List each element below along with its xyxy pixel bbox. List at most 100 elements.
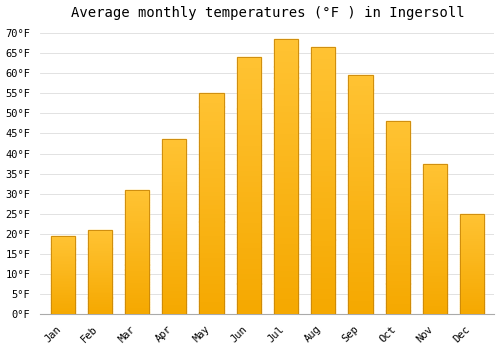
Bar <box>200 288 224 292</box>
Bar <box>125 205 149 207</box>
Bar <box>162 262 186 265</box>
Bar <box>236 242 261 247</box>
Bar <box>423 312 447 314</box>
Bar <box>162 255 186 258</box>
Bar <box>311 197 336 202</box>
Bar <box>386 268 410 272</box>
Bar <box>200 177 224 182</box>
Bar <box>236 211 261 217</box>
Bar <box>423 272 447 275</box>
Bar <box>386 230 410 233</box>
Bar <box>311 148 336 154</box>
Bar <box>88 279 112 281</box>
Bar <box>200 301 224 306</box>
Bar <box>386 160 410 164</box>
Bar <box>88 255 112 257</box>
Bar <box>88 282 112 284</box>
Bar <box>311 95 336 100</box>
Bar <box>88 257 112 259</box>
Bar <box>460 292 484 294</box>
Bar <box>125 285 149 287</box>
Bar <box>88 238 112 240</box>
Bar <box>162 171 186 174</box>
Bar <box>125 192 149 195</box>
Bar <box>50 272 74 274</box>
Bar <box>386 291 410 295</box>
Bar <box>162 265 186 269</box>
Bar <box>50 302 74 303</box>
Bar <box>200 124 224 129</box>
Bar <box>50 242 74 244</box>
Bar <box>386 179 410 183</box>
Bar <box>460 306 484 308</box>
Bar <box>88 302 112 304</box>
Bar <box>460 286 484 288</box>
Bar <box>348 99 372 104</box>
Bar <box>311 175 336 181</box>
Bar <box>274 55 298 61</box>
Bar <box>50 250 74 252</box>
Bar <box>125 299 149 302</box>
Bar <box>200 142 224 146</box>
Bar <box>88 233 112 235</box>
Bar <box>162 234 186 237</box>
Bar <box>423 218 447 221</box>
Bar <box>311 154 336 159</box>
Bar <box>311 218 336 224</box>
Bar <box>386 152 410 156</box>
Bar <box>162 178 186 181</box>
Bar <box>311 245 336 250</box>
Bar <box>88 289 112 291</box>
Bar <box>274 149 298 155</box>
Bar <box>200 292 224 297</box>
Bar <box>88 281 112 282</box>
Bar <box>200 248 224 252</box>
Bar <box>460 296 484 298</box>
Bar <box>386 233 410 237</box>
Bar <box>50 310 74 311</box>
Bar <box>311 143 336 149</box>
Bar <box>162 188 186 192</box>
Bar <box>423 230 447 233</box>
Bar <box>386 121 410 125</box>
Bar <box>200 173 224 177</box>
Bar <box>50 259 74 261</box>
Bar <box>311 256 336 261</box>
Bar <box>274 160 298 166</box>
Bar <box>236 57 261 314</box>
Bar <box>386 218 410 222</box>
Bar <box>125 274 149 277</box>
Bar <box>386 164 410 168</box>
Bar <box>386 187 410 191</box>
Bar <box>200 279 224 284</box>
Bar <box>50 308 74 310</box>
Bar <box>423 178 447 182</box>
Bar <box>125 259 149 262</box>
Bar <box>348 271 372 276</box>
Bar <box>274 287 298 292</box>
Bar <box>50 285 74 286</box>
Bar <box>162 206 186 209</box>
Bar <box>460 310 484 313</box>
Bar <box>162 311 186 314</box>
Bar <box>274 248 298 254</box>
Bar <box>200 93 224 98</box>
Bar <box>274 61 298 66</box>
Bar <box>236 108 261 114</box>
Bar <box>386 222 410 226</box>
Bar <box>460 250 484 252</box>
Bar <box>348 262 372 267</box>
Bar <box>88 313 112 314</box>
Bar <box>200 230 224 235</box>
Bar <box>200 222 224 226</box>
Bar <box>162 146 186 150</box>
Bar <box>274 309 298 314</box>
Bar <box>460 216 484 218</box>
Bar <box>311 191 336 197</box>
Bar <box>88 247 112 248</box>
Bar <box>200 164 224 168</box>
Bar <box>88 292 112 294</box>
Bar <box>125 242 149 245</box>
Bar <box>423 182 447 185</box>
Bar <box>236 93 261 98</box>
